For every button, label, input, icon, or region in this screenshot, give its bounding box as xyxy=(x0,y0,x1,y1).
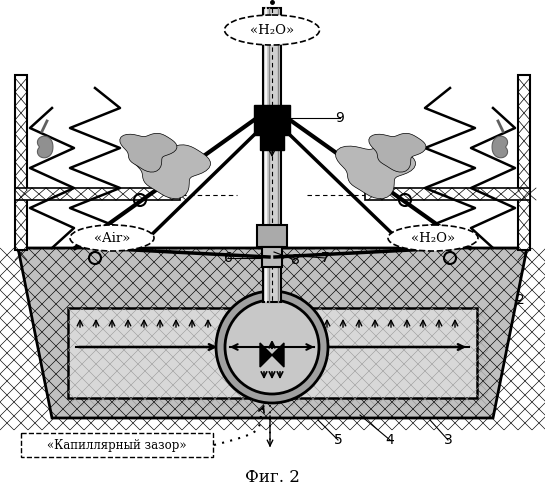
Text: Фиг. 2: Фиг. 2 xyxy=(245,470,299,486)
Polygon shape xyxy=(260,343,272,367)
Bar xyxy=(365,188,530,200)
Polygon shape xyxy=(18,248,527,418)
Text: 3: 3 xyxy=(444,433,452,447)
Ellipse shape xyxy=(225,15,319,45)
Ellipse shape xyxy=(388,225,478,251)
Text: 9: 9 xyxy=(336,111,344,125)
Text: 7: 7 xyxy=(320,251,329,265)
Polygon shape xyxy=(492,136,507,158)
Text: 5: 5 xyxy=(334,433,342,447)
Bar xyxy=(262,247,282,267)
Polygon shape xyxy=(336,145,415,199)
Bar xyxy=(260,135,284,150)
Circle shape xyxy=(225,300,319,394)
Text: «Капиллярный зазор»: «Капиллярный зазор» xyxy=(47,438,187,452)
Polygon shape xyxy=(272,343,284,367)
Text: «H₂O»: «H₂O» xyxy=(411,232,455,244)
Polygon shape xyxy=(369,134,426,172)
Bar xyxy=(518,75,530,250)
Text: 8: 8 xyxy=(290,253,299,267)
Text: 2: 2 xyxy=(516,293,524,307)
Circle shape xyxy=(216,291,328,403)
Text: «H₂O»: «H₂O» xyxy=(250,24,294,36)
Bar xyxy=(257,225,287,247)
FancyBboxPatch shape xyxy=(21,433,213,457)
Bar xyxy=(254,105,290,135)
Text: 4: 4 xyxy=(386,433,395,447)
Text: «Air»: «Air» xyxy=(94,232,130,244)
Bar xyxy=(263,8,281,302)
Text: 6: 6 xyxy=(223,251,232,265)
Polygon shape xyxy=(68,308,477,398)
Polygon shape xyxy=(131,145,210,199)
Ellipse shape xyxy=(70,225,154,251)
Polygon shape xyxy=(120,134,177,172)
Bar xyxy=(15,75,27,250)
Bar xyxy=(15,188,180,200)
Polygon shape xyxy=(38,136,53,158)
